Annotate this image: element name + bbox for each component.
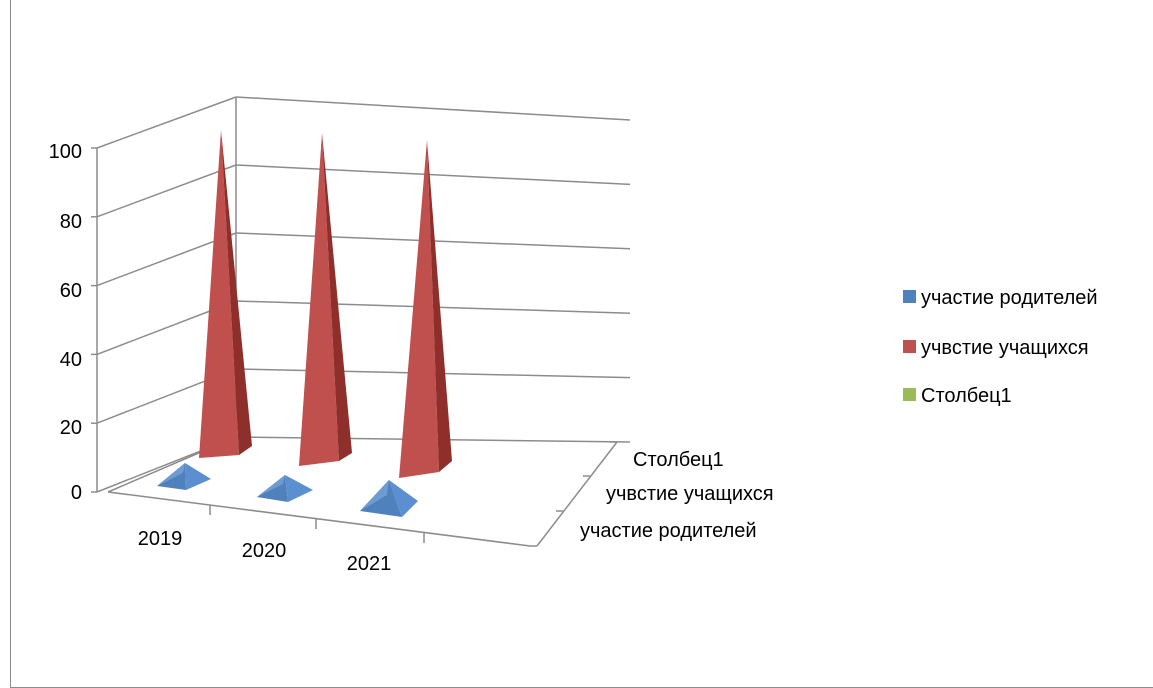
gridlines xyxy=(96,96,631,493)
y-tick-label: 80 xyxy=(60,211,82,233)
bar-parents-back xyxy=(157,463,185,486)
x-tick-label: 2021 xyxy=(347,553,392,575)
legend-swatch xyxy=(903,290,916,303)
bar-parents-side xyxy=(185,463,211,490)
y-tick-label: 60 xyxy=(60,280,82,302)
legend-label: участие родителей xyxy=(921,287,1098,309)
depth-axis-line xyxy=(536,441,618,547)
pyramids xyxy=(157,130,452,517)
legend-swatch xyxy=(903,388,916,401)
bar-parents-side xyxy=(285,475,313,502)
gridline xyxy=(96,232,237,287)
y-tick-label: 40 xyxy=(60,349,82,371)
gridline xyxy=(96,96,237,149)
gridline xyxy=(235,164,631,186)
depth-tick-label: Столбец1 xyxy=(633,449,724,471)
x-axis-line xyxy=(107,491,531,547)
bar-students-front xyxy=(399,140,439,478)
depth-tick-label: участие родителей xyxy=(580,520,757,542)
bar-students-front xyxy=(199,130,239,458)
legend-label: учвстие учащихся xyxy=(921,337,1089,359)
bar-students-side xyxy=(221,130,252,455)
bar-parents-back xyxy=(257,475,285,497)
legend-swatch xyxy=(903,340,916,353)
depth-tick-label: учвстие учащихся xyxy=(606,483,774,505)
y-tick-label: 100 xyxy=(49,141,82,163)
bar-students-side xyxy=(427,140,452,472)
bar-parents-back xyxy=(360,480,389,511)
x-tick-label: 2019 xyxy=(138,528,183,550)
gridline xyxy=(235,96,631,121)
chart-frame xyxy=(10,0,1153,688)
bar-students-side xyxy=(322,133,352,461)
x-tick-label: 2020 xyxy=(242,540,287,562)
bar-students-front xyxy=(299,133,339,466)
y-tick-label: 20 xyxy=(60,417,82,439)
gridline xyxy=(96,164,237,218)
bar-parents-side xyxy=(389,480,418,517)
legend-label: Столбец1 xyxy=(921,385,1012,407)
y-tick-label: 0 xyxy=(71,482,82,504)
